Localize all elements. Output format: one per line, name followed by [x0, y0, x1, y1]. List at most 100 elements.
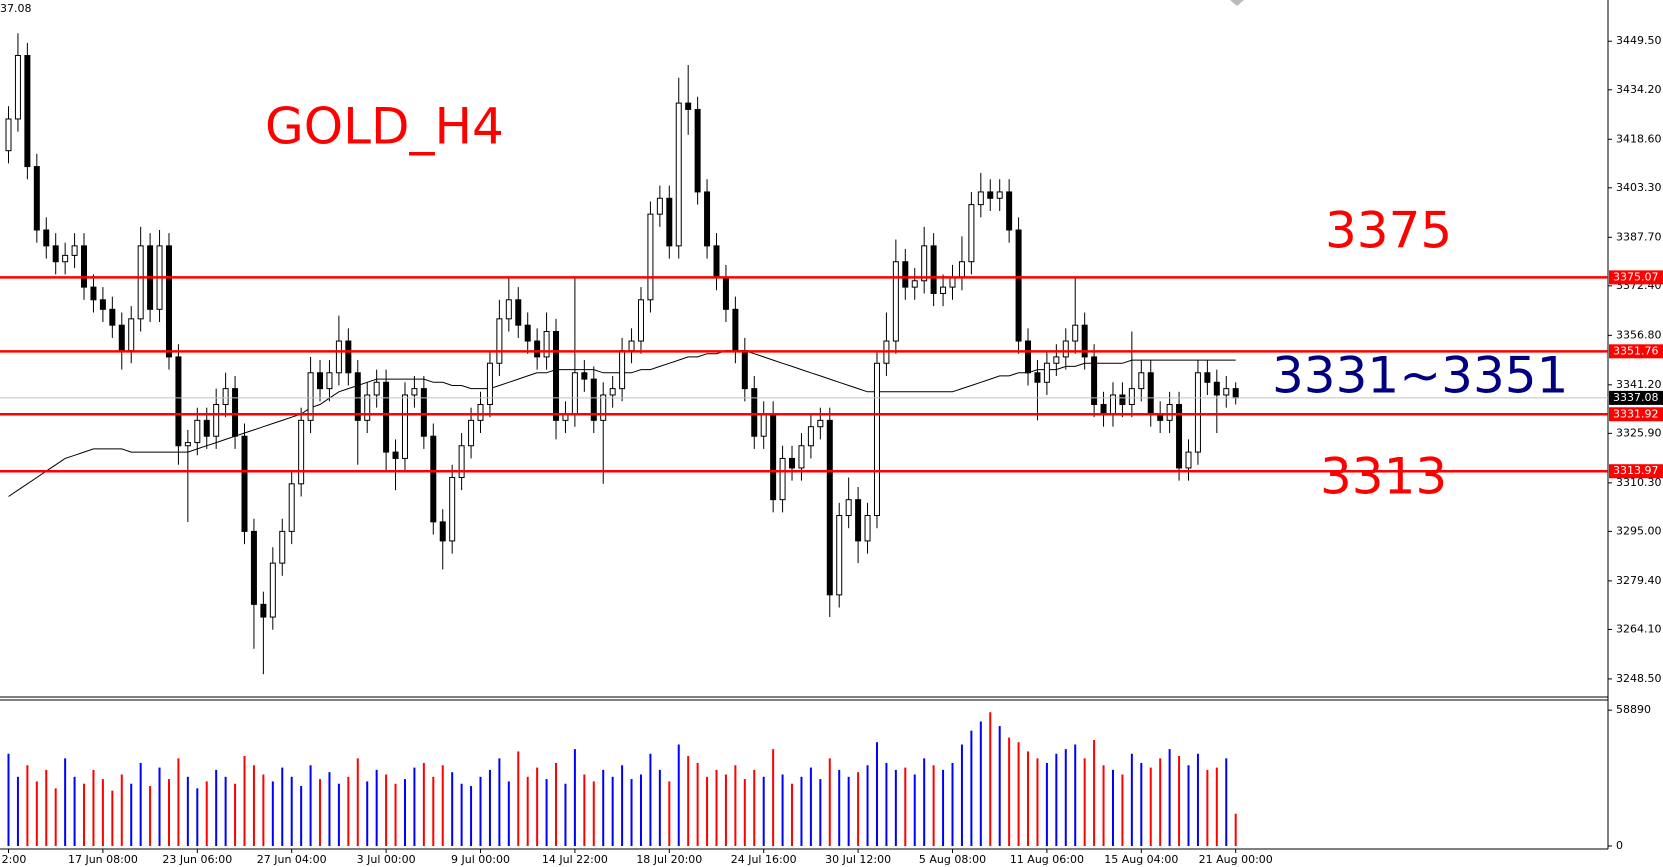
annotation: 3313 — [1320, 448, 1447, 506]
candle-body — [194, 419, 201, 444]
candle-body — [1081, 324, 1088, 358]
volume-bar — [1064, 749, 1067, 846]
candle-body — [911, 280, 918, 288]
candle-body — [1025, 340, 1032, 374]
volume-bar — [54, 788, 57, 846]
x-tick-label: 11 Aug 06:00 — [1010, 853, 1084, 866]
volume-bar — [271, 781, 274, 846]
candle-body — [770, 413, 777, 501]
volume-bar — [668, 781, 671, 846]
volume-bar — [573, 749, 576, 846]
volume-bar — [441, 765, 444, 846]
volume-bar — [205, 781, 208, 846]
volume-bar — [290, 776, 293, 846]
volume-bar — [706, 776, 709, 846]
volume-bar — [904, 767, 907, 846]
volume-bar — [7, 753, 10, 846]
candle-body — [1204, 372, 1211, 383]
x-tick-label: 27 Jun 04:00 — [257, 853, 327, 866]
candle-body — [855, 499, 862, 542]
candle-body — [1232, 388, 1239, 399]
candle-body — [184, 442, 191, 447]
candle-body — [534, 340, 541, 358]
volume-bar — [564, 783, 567, 846]
volume-bar — [734, 765, 737, 846]
candle-body — [1138, 372, 1145, 390]
candle-body — [449, 476, 456, 542]
volume-bar — [366, 781, 369, 846]
y-tick-label: 3310.30 — [1616, 476, 1662, 489]
candle-body — [392, 451, 399, 459]
volume-bar — [696, 762, 699, 846]
volume-bar — [337, 783, 340, 846]
volume-bar — [913, 774, 916, 846]
volume-bar — [1008, 737, 1011, 846]
last-price-tag — [1609, 390, 1663, 405]
last-price-label: 3337.08 — [1613, 391, 1659, 404]
candle-body — [1185, 451, 1192, 469]
candle-body — [99, 299, 106, 310]
candle-body — [751, 388, 758, 437]
candle-body — [326, 372, 333, 390]
candle-body — [260, 603, 267, 618]
volume-bar — [555, 762, 558, 846]
candle-body — [977, 191, 984, 206]
candle-body — [958, 261, 965, 279]
x-tick-label: 14 Jul 22:00 — [542, 853, 608, 866]
volume-bar — [970, 730, 973, 846]
volume-bar — [139, 762, 142, 846]
level-label: 3331.92 — [1613, 407, 1659, 420]
y-tick-label: 3248.50 — [1616, 672, 1662, 685]
candle-body — [81, 245, 88, 288]
volume-bar — [687, 756, 690, 846]
candle-body — [5, 118, 12, 152]
level-label: 3375.07 — [1613, 270, 1659, 283]
candle-body — [165, 245, 172, 358]
candle-body — [52, 245, 59, 263]
candle-body — [24, 55, 31, 168]
candle-body — [704, 191, 711, 247]
volume-bar — [942, 769, 945, 846]
y-tick-label: 3418.60 — [1616, 132, 1662, 145]
volume-bar — [186, 776, 189, 846]
volume-bar — [1111, 769, 1114, 846]
x-tick-label: 30 Jul 12:00 — [825, 853, 891, 866]
candle-body — [1006, 191, 1013, 231]
volume-bar — [791, 783, 794, 846]
volume-bar — [894, 769, 897, 846]
volume-bar — [1206, 769, 1209, 846]
volume-bar — [177, 758, 180, 846]
candle-body — [836, 515, 843, 596]
annotation: 3331~3351 — [1272, 347, 1568, 405]
volume-bar — [130, 783, 133, 846]
candle-body — [666, 197, 673, 247]
volume-bar — [1130, 753, 1133, 846]
candle-body — [468, 419, 475, 447]
candle-body — [33, 166, 40, 231]
volume-bar — [677, 744, 680, 846]
volume-bar — [809, 767, 812, 846]
shift-marker — [1230, 0, 1244, 6]
candle-body — [458, 445, 465, 478]
volume-bar — [781, 774, 784, 846]
candle-body — [996, 191, 1003, 199]
candle-body — [307, 372, 314, 421]
candle-body — [571, 372, 578, 415]
volume-bar — [772, 749, 775, 846]
candle-body — [1062, 340, 1069, 358]
volume-bar — [488, 769, 491, 846]
candle-body — [298, 419, 305, 485]
candle-body — [222, 388, 229, 405]
candle-body — [930, 245, 937, 294]
volume-bar — [1017, 742, 1020, 846]
x-tick-label: 21 Aug 00:00 — [1199, 853, 1273, 866]
x-tick-label: 5 Aug 08:00 — [919, 853, 986, 866]
volume-bar — [1196, 753, 1199, 846]
annotation: 3375 — [1325, 202, 1452, 260]
candle-body — [968, 204, 975, 263]
volume-bar — [403, 779, 406, 846]
volume-bar — [356, 758, 359, 846]
volume-bar — [262, 774, 265, 846]
volume-bar — [479, 776, 482, 846]
